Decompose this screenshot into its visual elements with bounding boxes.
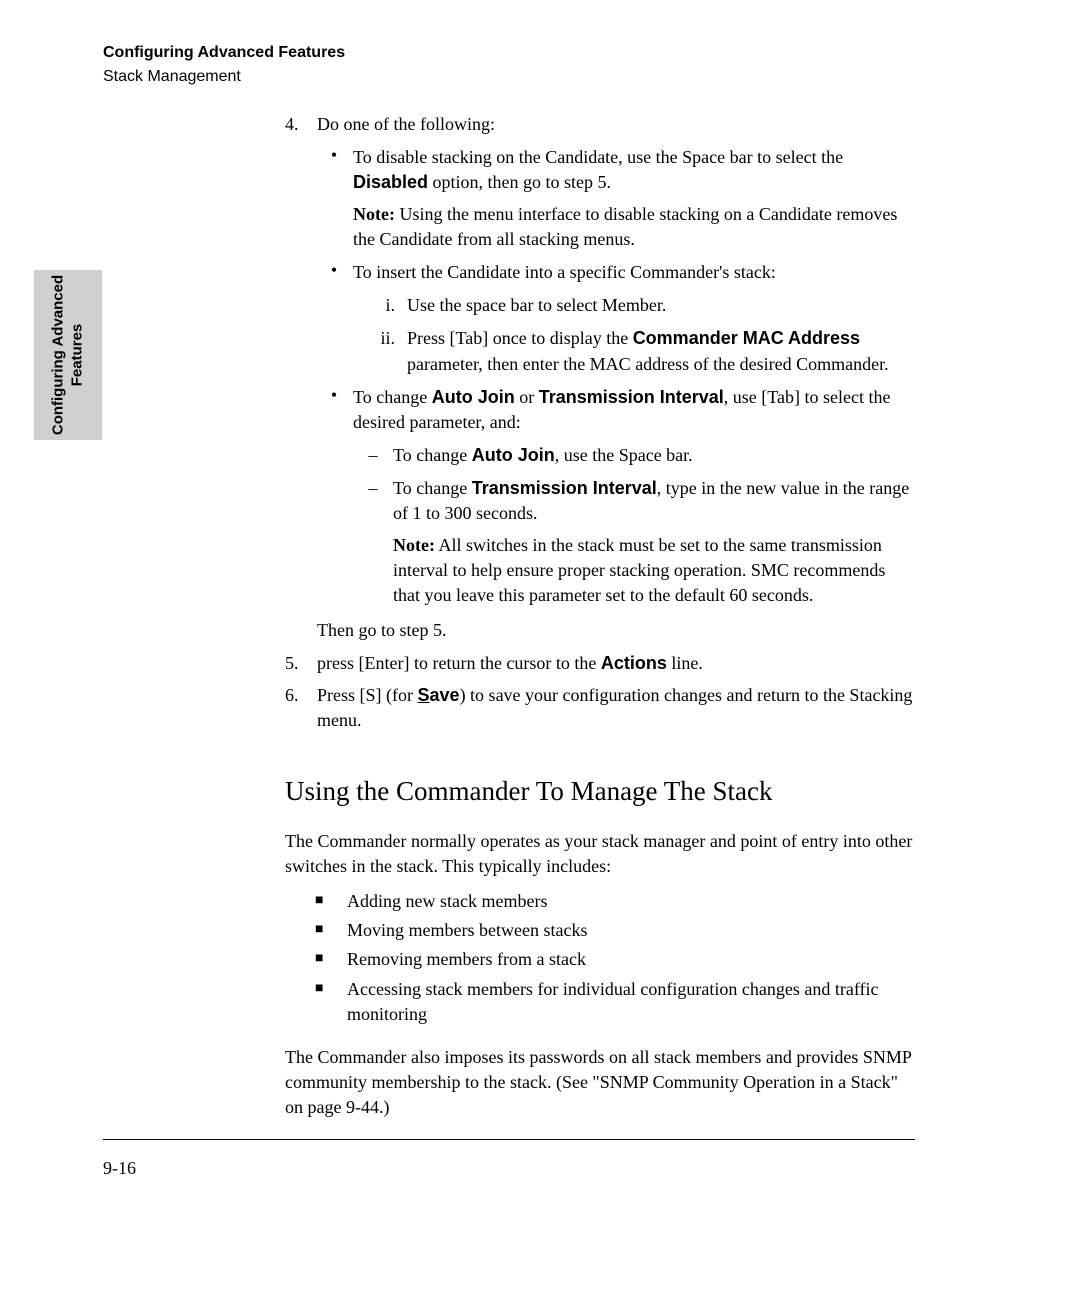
page: Configuring Advanced Features Configurin… [0, 0, 1080, 1296]
step-5-number: 5. [285, 651, 317, 676]
save-label: Save [418, 685, 460, 705]
step-4-lead: Do one of the following: [317, 112, 915, 137]
step-4-roman-2: ii. Press [Tab] once to display the Comm… [353, 326, 915, 376]
dash-icon: – [353, 476, 393, 608]
roman-i-label: i. [353, 293, 407, 318]
square-bullet-icon: ■ [315, 918, 347, 943]
step-4-b1-post: option, then go to step 5. [428, 172, 611, 192]
list-item: ■ Accessing stack members for individual… [315, 977, 915, 1027]
commander-mac-label: Commander MAC Address [633, 328, 860, 348]
side-tab-label: Configuring Advanced Features [49, 275, 87, 435]
side-tab-line1: Configuring Advanced [49, 275, 66, 435]
step-4: 4. Do one of the following: [285, 112, 915, 137]
dash1-pre: To change [393, 445, 472, 465]
transmission-interval-label: Transmission Interval [539, 387, 724, 407]
save-rest: ave [430, 685, 460, 705]
auto-join-label: Auto Join [432, 387, 515, 407]
bullet-dot-icon: • [315, 145, 353, 252]
roman-ii-post: parameter, then enter the MAC address of… [407, 354, 889, 374]
dash1-post: , use the Space bar. [555, 445, 693, 465]
section-outro: The Commander also imposes its passwords… [285, 1045, 915, 1121]
body-content: 4. Do one of the following: • To disable… [285, 112, 915, 1121]
header-subtitle: Stack Management [103, 66, 345, 88]
note-label-2: Note: [393, 535, 435, 555]
step-4-b1-pre: To disable stacking on the Candidate, us… [353, 147, 843, 167]
step-5-post: line. [667, 653, 703, 673]
note-label: Note: [353, 204, 395, 224]
list-item-2: Moving members between stacks [347, 918, 915, 943]
step-5-pre: press [Enter] to return the cursor to th… [317, 653, 601, 673]
list-item-1: Adding new stack members [347, 889, 915, 914]
step-4-number: 4. [285, 112, 317, 137]
step-6-pre: Press [S] (for [317, 685, 418, 705]
step-4-then: Then go to step 5. [317, 618, 915, 643]
square-bullet-icon: ■ [315, 977, 347, 1027]
footer-rule [103, 1139, 915, 1140]
step-4-b3-pre: To change [353, 387, 432, 407]
list-item: ■ Adding new stack members [315, 889, 915, 914]
actions-label: Actions [601, 653, 667, 673]
square-bullet-icon: ■ [315, 947, 347, 972]
transmission-interval-label-2: Transmission Interval [472, 478, 657, 498]
step-5: 5. press [Enter] to return the cursor to… [285, 651, 915, 676]
auto-join-label-2: Auto Join [472, 445, 555, 465]
step-4-bullet-1: • To disable stacking on the Candidate, … [315, 145, 915, 252]
step-4-b2-text: To insert the Candidate into a specific … [353, 260, 915, 285]
step-4-bullet-2: • To insert the Candidate into a specifi… [315, 260, 915, 285]
step-6: 6. Press [S] (for Save) to save your con… [285, 683, 915, 733]
section-list: ■ Adding new stack members ■ Moving memb… [285, 889, 915, 1027]
step-4-dash-1: – To change Auto Join, use the Space bar… [353, 443, 915, 468]
save-underline-s: S [418, 685, 430, 705]
step-6-number: 6. [285, 683, 317, 733]
side-tab-line2: Features [68, 324, 85, 387]
list-item-3: Removing members from a stack [347, 947, 915, 972]
list-item-4: Accessing stack members for individual c… [347, 977, 915, 1027]
bullet-dot-icon: • [315, 260, 353, 285]
square-bullet-icon: ■ [315, 889, 347, 914]
list-item: ■ Removing members from a stack [315, 947, 915, 972]
header-title: Configuring Advanced Features [103, 42, 345, 64]
section-heading: Using the Commander To Manage The Stack [285, 773, 915, 811]
page-number: 9-16 [103, 1156, 136, 1181]
dash2-pre: To change [393, 478, 472, 498]
bullet-dot-icon: • [315, 385, 353, 435]
step-4-dash-2: – To change Transmission Interval, type … [353, 476, 915, 608]
step-4-b1-note: Using the menu interface to disable stac… [353, 204, 897, 249]
dash2-note: All switches in the stack must be set to… [393, 535, 885, 605]
section-intro: The Commander normally operates as your … [285, 829, 915, 879]
side-tab: Configuring Advanced Features [34, 270, 102, 440]
step-4-roman-1: i. Use the space bar to select Member. [353, 293, 915, 318]
step-4-b3-mid: or [515, 387, 539, 407]
roman-i-text: Use the space bar to select Member. [407, 293, 915, 318]
roman-ii-pre: Press [Tab] once to display the [407, 328, 633, 348]
step-4-bullet-3: • To change Auto Join or Transmission In… [315, 385, 915, 435]
dash-icon: – [353, 443, 393, 468]
running-header: Configuring Advanced Features Stack Mana… [103, 42, 345, 89]
list-item: ■ Moving members between stacks [315, 918, 915, 943]
roman-ii-label: ii. [353, 326, 407, 376]
disabled-label: Disabled [353, 172, 428, 192]
